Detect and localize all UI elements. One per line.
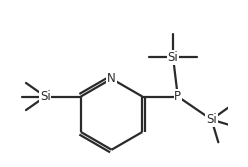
Text: Si: Si: [206, 113, 217, 126]
Text: P: P: [174, 90, 181, 103]
Text: N: N: [107, 72, 116, 85]
Text: Si: Si: [168, 51, 179, 64]
Text: Si: Si: [40, 90, 51, 103]
